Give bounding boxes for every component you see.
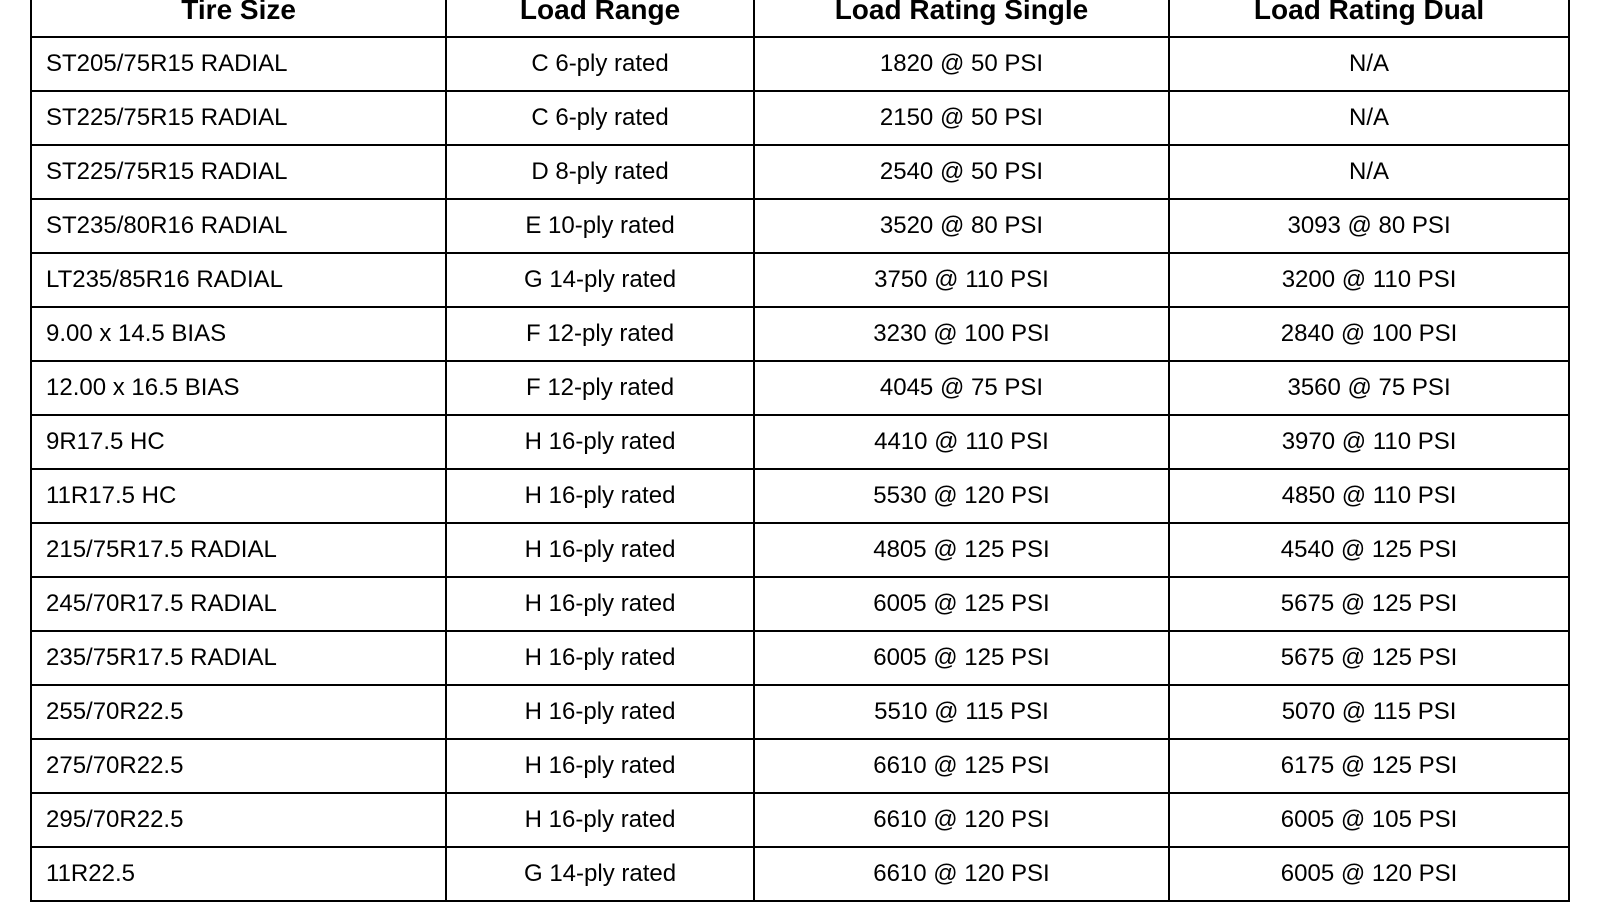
cell-tire-size: 9.00 x 14.5 BIAS bbox=[31, 307, 446, 361]
cell-tire-size: 9R17.5 HC bbox=[31, 415, 446, 469]
cell-tire-size: 235/75R17.5 RADIAL bbox=[31, 631, 446, 685]
cell-load-rating-single: 6005 @ 125 PSI bbox=[754, 631, 1169, 685]
cell-load-rating-single: 5510 @ 115 PSI bbox=[754, 685, 1169, 739]
tire-table-container: Tire Size Load Range Load Rating Single … bbox=[0, 0, 1600, 902]
table-row: 215/75R17.5 RADIALH 16-ply rated4805 @ 1… bbox=[31, 523, 1569, 577]
cell-load-rating-single: 2540 @ 50 PSI bbox=[754, 145, 1169, 199]
table-row: 11R17.5 HCH 16-ply rated5530 @ 120 PSI48… bbox=[31, 469, 1569, 523]
cell-load-rating-single: 3520 @ 80 PSI bbox=[754, 199, 1169, 253]
table-row: 12.00 x 16.5 BIASF 12-ply rated4045 @ 75… bbox=[31, 361, 1569, 415]
header-tire-size: Tire Size bbox=[31, 0, 446, 37]
cell-tire-size: 12.00 x 16.5 BIAS bbox=[31, 361, 446, 415]
cell-load-rating-single: 6610 @ 125 PSI bbox=[754, 739, 1169, 793]
table-row: LT235/85R16 RADIALG 14-ply rated3750 @ 1… bbox=[31, 253, 1569, 307]
cell-load-range: E 10-ply rated bbox=[446, 199, 754, 253]
table-body: ST205/75R15 RADIALC 6-ply rated1820 @ 50… bbox=[31, 37, 1569, 901]
cell-load-range: C 6-ply rated bbox=[446, 91, 754, 145]
cell-load-rating-dual: 2840 @ 100 PSI bbox=[1169, 307, 1569, 361]
cell-load-rating-dual: 3560 @ 75 PSI bbox=[1169, 361, 1569, 415]
table-row: 245/70R17.5 RADIALH 16-ply rated6005 @ 1… bbox=[31, 577, 1569, 631]
cell-tire-size: ST205/75R15 RADIAL bbox=[31, 37, 446, 91]
cell-load-range: G 14-ply rated bbox=[446, 847, 754, 901]
cell-load-range: H 16-ply rated bbox=[446, 685, 754, 739]
cell-load-range: H 16-ply rated bbox=[446, 577, 754, 631]
cell-tire-size: ST225/75R15 RADIAL bbox=[31, 145, 446, 199]
header-row: Tire Size Load Range Load Rating Single … bbox=[31, 0, 1569, 37]
cell-tire-size: ST225/75R15 RADIAL bbox=[31, 91, 446, 145]
cell-load-rating-dual: 3200 @ 110 PSI bbox=[1169, 253, 1569, 307]
table-row: 295/70R22.5H 16-ply rated6610 @ 120 PSI6… bbox=[31, 793, 1569, 847]
cell-load-rating-dual: 5675 @ 125 PSI bbox=[1169, 631, 1569, 685]
cell-load-rating-dual: 5675 @ 125 PSI bbox=[1169, 577, 1569, 631]
cell-load-range: H 16-ply rated bbox=[446, 469, 754, 523]
cell-load-range: H 16-ply rated bbox=[446, 739, 754, 793]
table-row: 11R22.5G 14-ply rated6610 @ 120 PSI6005 … bbox=[31, 847, 1569, 901]
table-header: Tire Size Load Range Load Rating Single … bbox=[31, 0, 1569, 37]
cell-load-rating-single: 3230 @ 100 PSI bbox=[754, 307, 1169, 361]
cell-load-rating-single: 5530 @ 120 PSI bbox=[754, 469, 1169, 523]
table-row: 235/75R17.5 RADIALH 16-ply rated6005 @ 1… bbox=[31, 631, 1569, 685]
cell-load-range: H 16-ply rated bbox=[446, 793, 754, 847]
cell-load-rating-single: 6005 @ 125 PSI bbox=[754, 577, 1169, 631]
cell-load-range: G 14-ply rated bbox=[446, 253, 754, 307]
cell-load-rating-dual: 3970 @ 110 PSI bbox=[1169, 415, 1569, 469]
cell-load-rating-dual: 4540 @ 125 PSI bbox=[1169, 523, 1569, 577]
cell-tire-size: ST235/80R16 RADIAL bbox=[31, 199, 446, 253]
cell-load-rating-single: 6610 @ 120 PSI bbox=[754, 847, 1169, 901]
cell-load-rating-dual: 6005 @ 105 PSI bbox=[1169, 793, 1569, 847]
table-row: ST235/80R16 RADIALE 10-ply rated3520 @ 8… bbox=[31, 199, 1569, 253]
cell-load-range: H 16-ply rated bbox=[446, 523, 754, 577]
cell-load-range: D 8-ply rated bbox=[446, 145, 754, 199]
cell-tire-size: 245/70R17.5 RADIAL bbox=[31, 577, 446, 631]
table-row: 255/70R22.5H 16-ply rated5510 @ 115 PSI5… bbox=[31, 685, 1569, 739]
header-load-range: Load Range bbox=[446, 0, 754, 37]
table-row: ST225/75R15 RADIALD 8-ply rated2540 @ 50… bbox=[31, 145, 1569, 199]
cell-tire-size: 11R17.5 HC bbox=[31, 469, 446, 523]
cell-load-range: C 6-ply rated bbox=[446, 37, 754, 91]
table-row: 9R17.5 HCH 16-ply rated4410 @ 110 PSI397… bbox=[31, 415, 1569, 469]
cell-load-rating-single: 3750 @ 110 PSI bbox=[754, 253, 1169, 307]
cell-load-rating-dual: 6005 @ 120 PSI bbox=[1169, 847, 1569, 901]
cell-tire-size: 275/70R22.5 bbox=[31, 739, 446, 793]
header-load-rating-single: Load Rating Single bbox=[754, 0, 1169, 37]
tire-load-table: Tire Size Load Range Load Rating Single … bbox=[30, 0, 1570, 902]
cell-tire-size: 295/70R22.5 bbox=[31, 793, 446, 847]
table-row: 9.00 x 14.5 BIASF 12-ply rated3230 @ 100… bbox=[31, 307, 1569, 361]
cell-load-rating-single: 4805 @ 125 PSI bbox=[754, 523, 1169, 577]
cell-load-rating-dual: N/A bbox=[1169, 37, 1569, 91]
cell-tire-size: 215/75R17.5 RADIAL bbox=[31, 523, 446, 577]
cell-load-rating-dual: 4850 @ 110 PSI bbox=[1169, 469, 1569, 523]
table-row: ST225/75R15 RADIALC 6-ply rated2150 @ 50… bbox=[31, 91, 1569, 145]
cell-load-rating-dual: 6175 @ 125 PSI bbox=[1169, 739, 1569, 793]
table-row: 275/70R22.5H 16-ply rated6610 @ 125 PSI6… bbox=[31, 739, 1569, 793]
header-load-rating-dual: Load Rating Dual bbox=[1169, 0, 1569, 37]
cell-load-rating-dual: 3093 @ 80 PSI bbox=[1169, 199, 1569, 253]
cell-tire-size: 255/70R22.5 bbox=[31, 685, 446, 739]
cell-load-range: F 12-ply rated bbox=[446, 307, 754, 361]
cell-load-rating-single: 4410 @ 110 PSI bbox=[754, 415, 1169, 469]
cell-load-range: F 12-ply rated bbox=[446, 361, 754, 415]
cell-load-range: H 16-ply rated bbox=[446, 631, 754, 685]
cell-load-rating-single: 4045 @ 75 PSI bbox=[754, 361, 1169, 415]
cell-tire-size: 11R22.5 bbox=[31, 847, 446, 901]
cell-load-rating-single: 6610 @ 120 PSI bbox=[754, 793, 1169, 847]
cell-load-rating-single: 1820 @ 50 PSI bbox=[754, 37, 1169, 91]
cell-load-rating-dual: N/A bbox=[1169, 91, 1569, 145]
cell-tire-size: LT235/85R16 RADIAL bbox=[31, 253, 446, 307]
cell-load-rating-dual: N/A bbox=[1169, 145, 1569, 199]
cell-load-rating-dual: 5070 @ 115 PSI bbox=[1169, 685, 1569, 739]
cell-load-range: H 16-ply rated bbox=[446, 415, 754, 469]
table-row: ST205/75R15 RADIALC 6-ply rated1820 @ 50… bbox=[31, 37, 1569, 91]
cell-load-rating-single: 2150 @ 50 PSI bbox=[754, 91, 1169, 145]
